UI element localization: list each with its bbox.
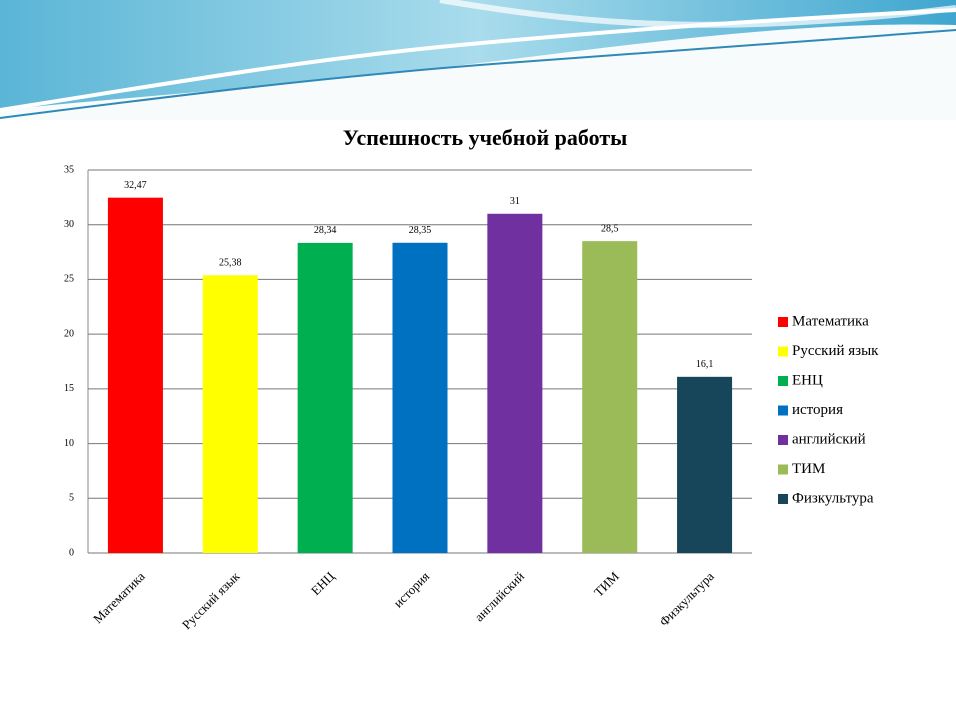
y-tick-label: 0 <box>69 547 74 558</box>
bar <box>107 197 163 553</box>
legend-label: английский <box>792 431 866 447</box>
bar <box>202 275 258 553</box>
x-tick-label: Физкультура <box>656 568 717 629</box>
y-tick-label: 30 <box>64 219 74 230</box>
value-label: 28,34 <box>314 225 337 236</box>
header-decoration <box>0 0 956 120</box>
legend-label: ТИМ <box>792 461 825 477</box>
legend-swatch <box>778 494 788 504</box>
y-tick-label: 10 <box>64 438 74 449</box>
y-tick-label: 15 <box>64 383 74 394</box>
legend-swatch <box>778 317 788 327</box>
legend-swatch <box>778 376 788 386</box>
x-tick-label: Математика <box>90 568 148 626</box>
bar <box>487 213 543 553</box>
y-tick-label: 35 <box>64 164 74 175</box>
x-tick-label: история <box>390 569 432 611</box>
legend-swatch <box>778 346 788 357</box>
y-tick-label: 5 <box>69 493 74 504</box>
bar <box>677 376 733 553</box>
bar <box>582 241 638 553</box>
value-label: 31 <box>510 196 520 207</box>
x-tick-label: ТИМ <box>591 568 622 599</box>
value-label: 16,1 <box>696 359 714 370</box>
legend-swatch <box>778 464 788 475</box>
x-tick-label: Русский язык <box>179 568 243 632</box>
legend-label: ЕНЦ <box>792 372 823 388</box>
x-tick-label: английский <box>471 569 527 625</box>
value-label: 28,35 <box>409 225 432 236</box>
y-tick-label: 25 <box>64 274 74 285</box>
x-tick-label: ЕНЦ <box>308 568 338 598</box>
bar <box>297 242 353 553</box>
bar <box>392 242 448 553</box>
legend-label: Математика <box>792 313 869 329</box>
value-label: 28,5 <box>601 223 619 234</box>
legend-label: Физкультура <box>792 490 874 506</box>
y-tick-label: 20 <box>64 328 74 339</box>
legend-label: история <box>792 402 843 418</box>
legend-swatch <box>778 405 788 416</box>
legend-swatch <box>778 435 788 445</box>
value-label: 25,38 <box>219 258 242 269</box>
chart-title: Успешность учебной работы <box>343 125 628 150</box>
value-label: 32,47 <box>124 180 147 191</box>
legend-label: Русский язык <box>792 343 879 359</box>
